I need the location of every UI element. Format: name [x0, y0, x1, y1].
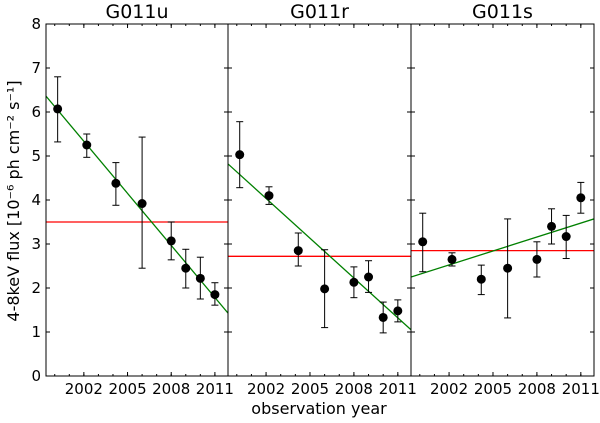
x-tick-label: 2008	[518, 380, 556, 398]
data-point	[235, 150, 245, 160]
data-point	[547, 221, 557, 231]
x-tick-label: 2002	[247, 380, 285, 398]
y-tick-label: 2	[31, 279, 41, 297]
x-tick-label: 2008	[152, 380, 190, 398]
y-axis-title: 4-8keV flux [10⁻⁶ ph cm⁻² s⁻¹]	[4, 80, 23, 321]
data-point	[418, 237, 428, 247]
data-point	[264, 191, 274, 201]
data-point	[195, 273, 205, 283]
x-tick-label: 2011	[379, 380, 417, 398]
data-point	[53, 104, 63, 114]
x-tick-label: 2008	[335, 380, 373, 398]
panel-frame	[45, 23, 229, 377]
data-point	[476, 274, 486, 284]
y-tick-label: 4	[31, 191, 41, 209]
data-point	[137, 199, 147, 209]
data-point	[447, 254, 457, 264]
data-point	[532, 254, 542, 264]
x-tick-label: 2005	[108, 380, 146, 398]
y-tick-label: 6	[31, 103, 41, 121]
linear-fit-line	[411, 218, 594, 278]
y-tick-label: 7	[31, 59, 41, 77]
data-point	[181, 263, 191, 273]
data-point	[82, 140, 92, 150]
x-tick-label: 2002	[65, 380, 103, 398]
data-point	[166, 236, 176, 246]
y-tick-label: 0	[31, 367, 41, 385]
data-point	[378, 312, 388, 322]
x-tick-label: 2011	[196, 380, 234, 398]
y-tick-label: 8	[31, 15, 41, 33]
data-point	[393, 306, 403, 316]
x-tick-label: 2005	[291, 380, 329, 398]
data-point	[320, 284, 330, 294]
data-point	[349, 277, 359, 287]
y-tick-label: 3	[31, 235, 41, 253]
data-point	[210, 290, 220, 300]
data-point	[503, 263, 513, 273]
x-tick-label: 2011	[562, 380, 600, 398]
panel-title: G011r	[290, 1, 349, 23]
x-tick-label: 2002	[430, 380, 468, 398]
data-point	[293, 246, 303, 256]
data-point	[111, 178, 121, 188]
y-tick-label: 5	[31, 147, 41, 165]
data-point	[364, 272, 374, 282]
data-point	[576, 193, 586, 203]
panel-title: G011s	[472, 1, 533, 23]
panel-title: G011u	[105, 1, 168, 23]
data-point	[561, 232, 571, 242]
x-axis-title: observation year	[251, 399, 387, 418]
panel-frame	[410, 23, 595, 377]
x-tick-label: 2005	[474, 380, 512, 398]
y-tick-label: 1	[31, 323, 41, 341]
